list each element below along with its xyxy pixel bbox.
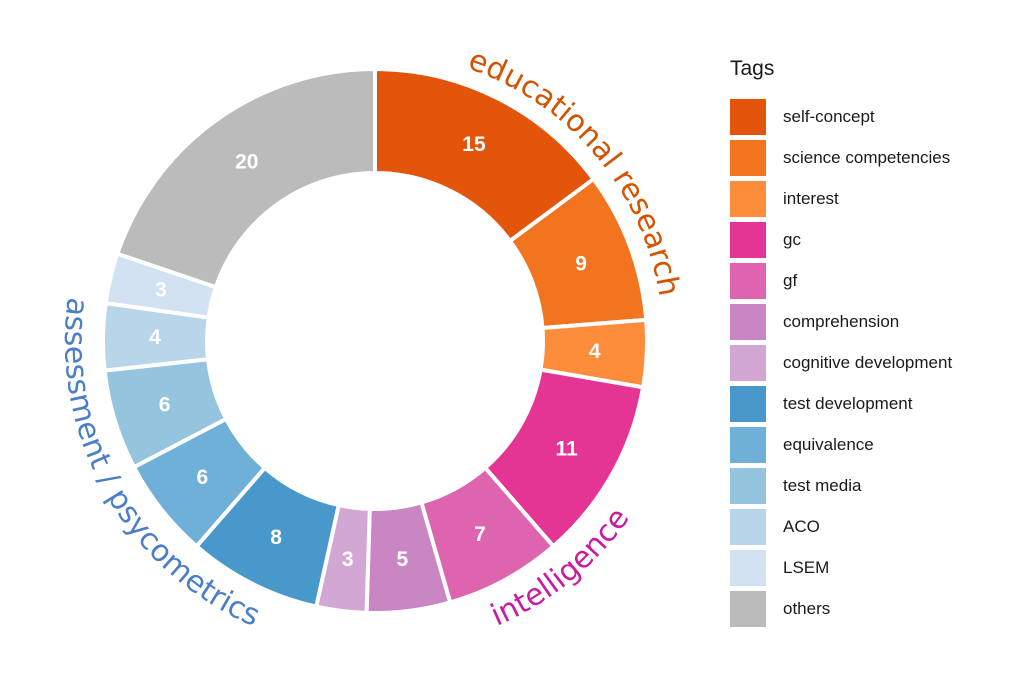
legend-label: others xyxy=(783,598,831,618)
legend-label: comprehension xyxy=(783,311,900,331)
legend-swatch xyxy=(730,590,766,627)
legend-label: gf xyxy=(783,270,798,290)
legend-item-science-competencies: science competencies xyxy=(730,137,952,178)
legend-label: gc xyxy=(783,229,801,249)
legend-swatch xyxy=(730,344,766,381)
legend-label: science competencies xyxy=(783,147,951,167)
legend-items: self-concept science competencies interest… xyxy=(730,96,952,629)
slice-value-label: 15 xyxy=(462,133,486,156)
legend-label: test media xyxy=(783,475,862,495)
legend-item-self-concept: self-concept xyxy=(730,96,952,137)
legend-item-test-media: test media xyxy=(730,465,952,506)
legend-item-aco: ACO xyxy=(730,506,952,547)
legend-swatch xyxy=(730,221,766,258)
legend-item-equivalence: equivalence xyxy=(730,424,952,465)
slice-value-label: 3 xyxy=(155,279,167,302)
legend-label: cognitive development xyxy=(783,352,953,372)
slice-others xyxy=(115,67,377,290)
slice-value-label: 4 xyxy=(589,340,601,363)
legend-swatch xyxy=(730,262,766,299)
legend-swatch xyxy=(730,303,766,340)
legend: Tags self-concept science competencies int… xyxy=(730,55,952,629)
slice-value-label: 7 xyxy=(474,523,486,546)
legend-swatch xyxy=(730,467,766,504)
legend-title: Tags xyxy=(730,57,775,80)
donut-slices xyxy=(101,67,649,615)
slice-value-label: 3 xyxy=(342,548,354,571)
legend-item-gc: gc xyxy=(730,219,952,260)
legend-swatch xyxy=(730,385,766,422)
slice-value-label: 9 xyxy=(575,252,587,275)
slice-value-label: 6 xyxy=(197,466,209,489)
legend-swatch xyxy=(730,549,766,586)
slice-value-label: 5 xyxy=(396,548,408,571)
legend-item-cognitive-development: cognitive development xyxy=(730,342,952,383)
slice-value-label: 4 xyxy=(149,326,161,349)
legend-label: ACO xyxy=(783,516,820,536)
legend-item-others: others xyxy=(730,588,952,629)
slice-value-label: 8 xyxy=(270,526,282,549)
legend-item-lsem: LSEM xyxy=(730,547,952,588)
donut-slice-labels: 15 9 4 11 7 5 3 8 6 6 4 3 20 xyxy=(149,133,601,571)
slice-value-label: 20 xyxy=(235,151,258,174)
legend-label: LSEM xyxy=(783,557,830,577)
legend-item-test-development: test development xyxy=(730,383,952,424)
legend-label: equivalence xyxy=(783,434,874,454)
legend-swatch xyxy=(730,180,766,217)
legend-swatch xyxy=(730,98,766,135)
legend-label: interest xyxy=(783,188,839,208)
legend-swatch xyxy=(730,139,766,176)
legend-swatch xyxy=(730,426,766,463)
legend-item-interest: interest xyxy=(730,178,952,219)
legend-item-gf: gf xyxy=(730,260,952,301)
slice-value-label: 11 xyxy=(556,438,579,461)
legend-swatch xyxy=(730,508,766,545)
legend-label: test development xyxy=(783,393,913,413)
slice-value-label: 6 xyxy=(159,394,171,417)
legend-label: self-concept xyxy=(783,106,875,126)
legend-item-comprehension: comprehension xyxy=(730,301,952,342)
